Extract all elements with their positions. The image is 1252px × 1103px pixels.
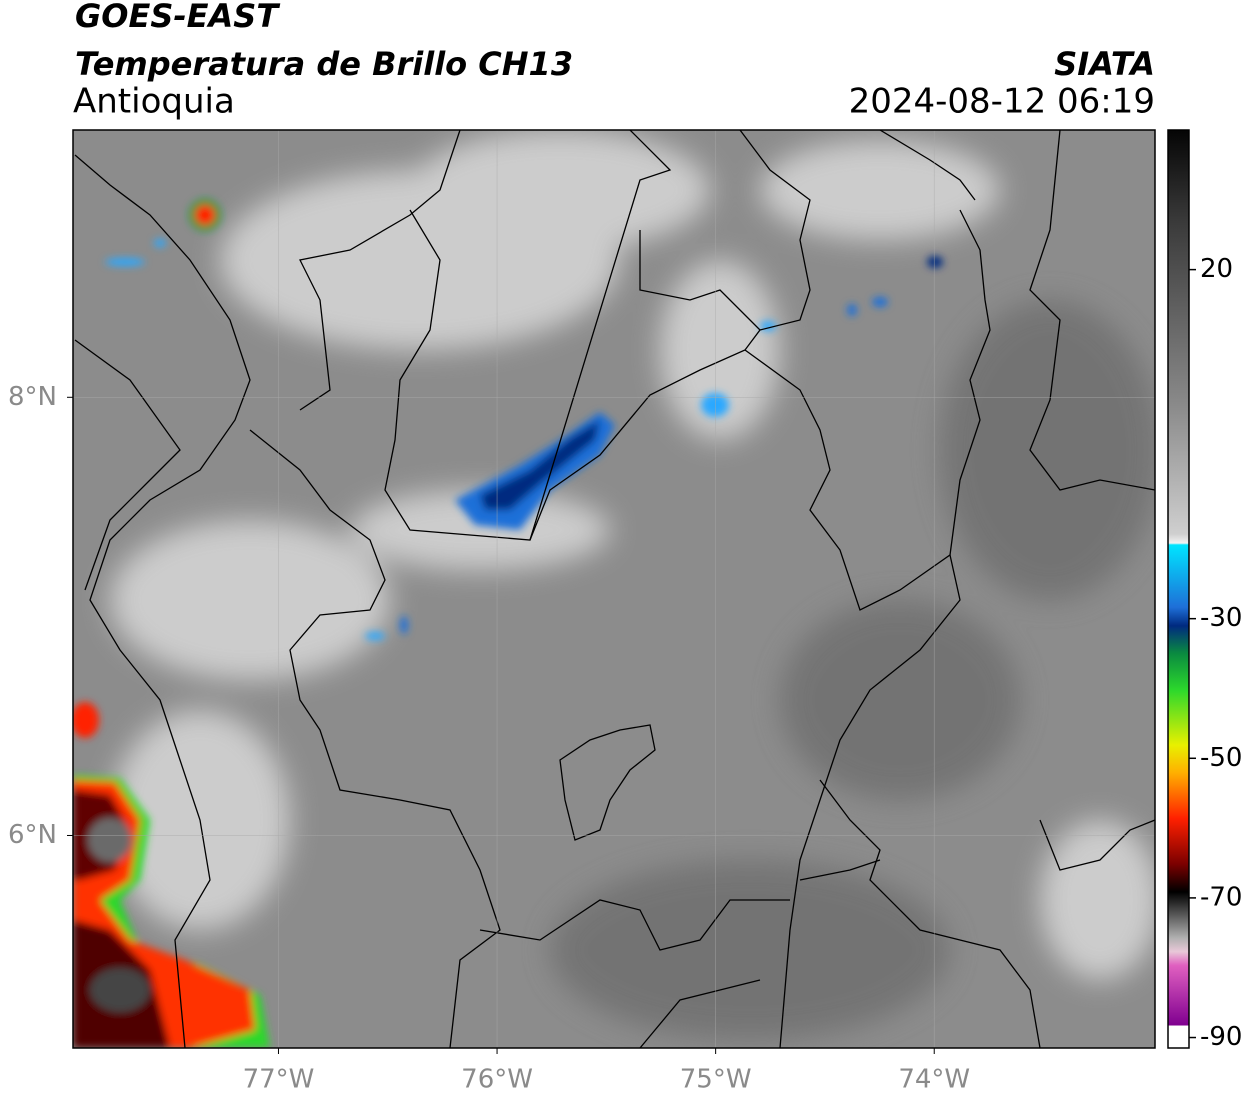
colorbar-tick-label: -50 [1200,743,1242,773]
colorbar-tick-label: -90 [1200,1022,1242,1052]
lat-tick-label: 6°N [8,820,57,850]
colorbar-tick-label: -70 [1200,882,1242,912]
product-title: Temperatura de Brillo CH13 [75,45,573,83]
source-label: SIATA [1054,45,1155,83]
colorbar-tick-label: -30 [1200,603,1242,633]
map-image [73,130,1155,1048]
lon-tick-label: 77°W [243,1065,315,1095]
satellite-title: GOES-EAST [75,0,280,35]
colorbar [1167,129,1190,1049]
lon-tick-label: 76°W [461,1065,533,1095]
map-frame [72,129,1156,1049]
lon-tick-label: 74°W [898,1065,970,1095]
colorbar-tick-label: 20 [1200,254,1233,284]
graticule [73,130,1155,1048]
region-label: Antioquia [73,82,235,122]
lon-tick-label: 75°W [680,1065,752,1095]
lat-tick-label: 8°N [8,382,57,412]
datetime-label: 2024-08-12 06:19 [849,82,1155,122]
